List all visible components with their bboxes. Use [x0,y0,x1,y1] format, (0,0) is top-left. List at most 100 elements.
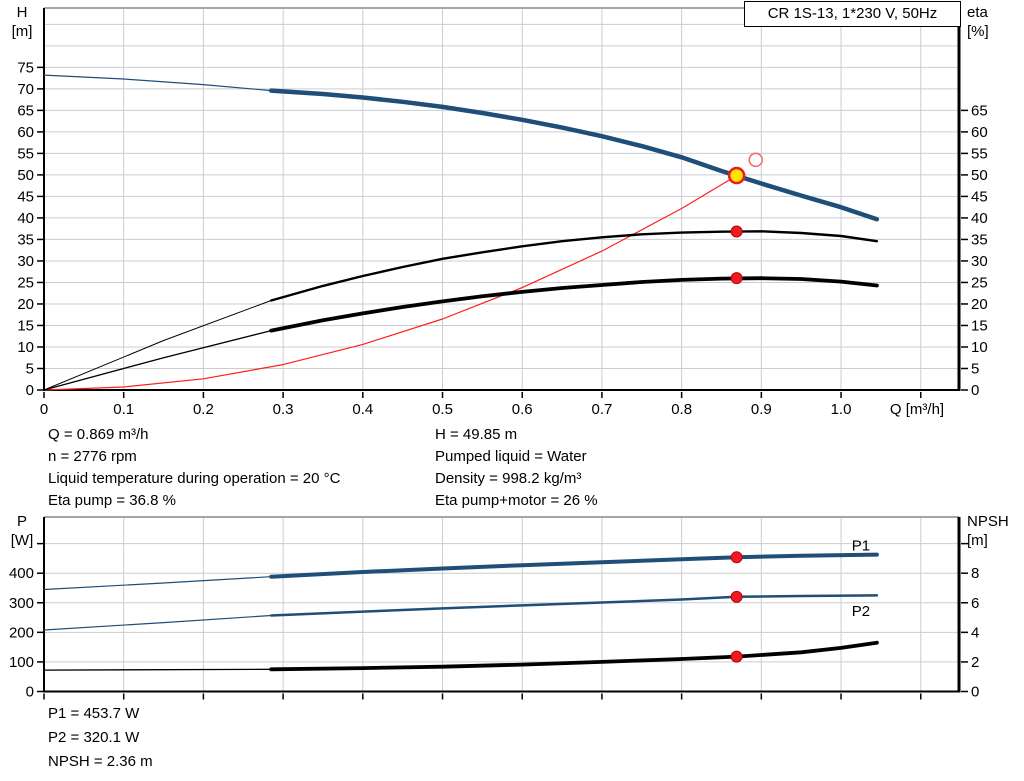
svg-text:0: 0 [971,382,979,399]
power-chart-grid [44,517,959,692]
svg-text:45: 45 [971,188,988,205]
svg-text:25: 25 [17,274,34,291]
svg-text:70: 70 [17,81,34,98]
svg-text:4: 4 [971,624,979,641]
svg-text:0.5: 0.5 [432,401,453,418]
svg-text:0: 0 [26,684,34,701]
npsh-curve-thin [43,668,272,671]
p1-curve-label: P1 [852,538,870,555]
svg-text:0.4: 0.4 [352,401,373,418]
duty-info-left: Q = 0.869 m³/h n = 2776 rpm Liquid tempe… [48,424,340,512]
power-chart-left-unit-label: P [17,513,27,530]
svg-text:6: 6 [971,595,979,612]
svg-text:0: 0 [971,684,979,701]
svg-text:40: 40 [971,210,988,227]
eta-pump-motor-label: Eta pump+motor = 26 % [435,492,598,509]
svg-text:65: 65 [971,102,988,119]
qh-chart-markers [727,152,764,285]
svg-text:0.8: 0.8 [671,401,692,418]
power-chart-markers [730,551,743,663]
svg-text:30: 30 [17,253,34,270]
p1-curve-thin [43,576,272,591]
qh-chart-tick-labels: 0 5 10 15 20 25 30 35 40 45 50 55 60 65 70 75 0 5 10 15 20 25… [12,4,989,418]
eta-pump-label: Eta pump = 36.8 % [48,492,176,509]
eta-pump-motor-curve [269,276,879,333]
flow-value-label: Q = 0.869 m³/h [48,426,149,443]
svg-text:0.3: 0.3 [273,401,294,418]
svg-text:5: 5 [971,360,979,377]
power-chart-left-unit-label: [W] [11,532,34,549]
svg-text:10: 10 [17,339,34,356]
p2-curve-thin [43,614,272,631]
svg-text:75: 75 [17,59,34,76]
qh-chart-grid [44,8,959,390]
svg-text:45: 45 [17,188,34,205]
qh-chart-x-unit-label: Q [m³/h] [890,401,944,418]
qh-chart-curves [43,74,880,391]
svg-text:0.9: 0.9 [751,401,772,418]
power-chart-tick-labels: 0 100 200 300 400 0 2 4 6 8 P [W] NPSH [m] [9,513,1009,701]
p2-curve [269,594,879,617]
p1-point [730,551,743,564]
svg-text:60: 60 [971,124,988,141]
svg-text:200: 200 [9,624,34,641]
svg-text:20: 20 [17,296,34,313]
svg-text:40: 40 [17,210,34,227]
svg-text:0.1: 0.1 [113,401,134,418]
npsh-value-label: NPSH = 2.36 m [48,753,153,770]
svg-text:15: 15 [971,317,988,334]
power-chart-curves: P1 P2 [43,538,879,672]
pump-model-title: CR 1S-13, 1*230 V, 50Hz [744,1,961,27]
svg-text:5: 5 [26,360,34,377]
npsh-curve [269,640,879,672]
qh-chart: 0 5 10 15 20 25 30 35 40 45 50 55 60 65 70 75 0 5 10 15 20 25… [12,4,989,418]
duty-point [727,166,746,185]
eta-pump-motor-point [730,272,743,285]
head-value-label: H = 49.85 m [435,426,518,443]
svg-text:35: 35 [17,231,34,248]
duty-info-right: H = 49.85 m Pumped liquid = Water Densit… [435,424,598,512]
eta-pump-point [730,225,743,238]
svg-text:400: 400 [9,565,34,582]
pumped-liquid-label: Pumped liquid = Water [435,448,587,465]
svg-text:8: 8 [971,565,979,582]
p1-curve [269,552,879,579]
svg-text:30: 30 [971,253,988,270]
qh-chart-left-unit-label: H [17,4,28,21]
svg-text:50: 50 [17,167,34,184]
power-chart-right-unit-label: NPSH [967,513,1009,530]
svg-text:55: 55 [971,145,988,162]
svg-text:1.0: 1.0 [831,401,852,418]
svg-text:0.7: 0.7 [591,401,612,418]
svg-text:65: 65 [17,102,34,119]
p1-value-label: P1 = 453.7 W [48,705,140,722]
p2-value-label: P2 = 320.1 W [48,729,140,746]
p2-point [730,590,743,603]
svg-text:100: 100 [9,654,34,671]
liquid-temp-label: Liquid temperature during operation = 20… [48,470,341,487]
svg-text:35: 35 [971,231,988,248]
eta-pump-curve [270,230,879,302]
qh-chart-right-unit-label: [%] [967,23,989,40]
eta-pump-motor-curve-thin [43,329,272,391]
npsh-point [730,650,743,663]
svg-text:20: 20 [971,296,988,313]
h-curve [268,88,880,222]
svg-text:0.6: 0.6 [512,401,533,418]
svg-text:300: 300 [9,595,34,612]
power-chart-axes [43,516,961,693]
svg-text:25: 25 [971,274,988,291]
speed-value-label: n = 2776 rpm [48,448,137,465]
qh-chart-left-unit-label: [m] [12,23,33,40]
power-info: P1 = 453.7 W P2 = 320.1 W NPSH = 2.36 m [48,702,153,774]
svg-text:50: 50 [971,167,988,184]
svg-text:0: 0 [26,382,34,399]
density-label: Density = 998.2 kg/m³ [435,470,582,487]
svg-text:0.2: 0.2 [193,401,214,418]
rated-point [748,152,764,168]
p2-curve-label: P2 [852,603,870,620]
system-curve [43,175,738,391]
eta-pump-curve-thin [43,300,272,391]
